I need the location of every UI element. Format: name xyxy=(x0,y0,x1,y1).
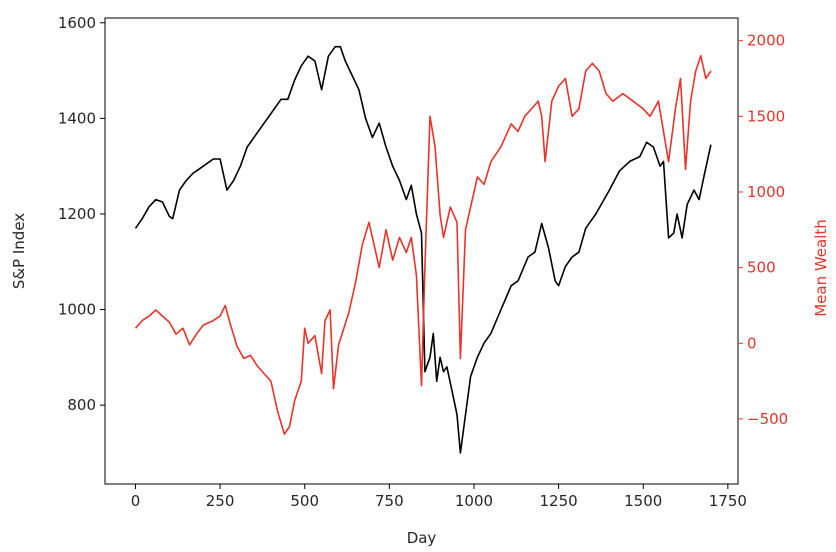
left-y-tick-label: 800 xyxy=(67,396,96,414)
mean-wealth-line xyxy=(134,54,712,435)
series-layer xyxy=(134,45,712,454)
right-y-tick-label: 2000 xyxy=(747,32,785,50)
left-y-tick-label: 1400 xyxy=(58,109,96,127)
x-tick-label: 1250 xyxy=(539,492,577,510)
left-y-tick-label: 1000 xyxy=(58,301,96,319)
sp-index-line xyxy=(134,45,712,454)
x-tick-label: 0 xyxy=(131,492,141,510)
right-y-tick-label: 1500 xyxy=(747,107,785,125)
x-tick-label: 1000 xyxy=(455,492,493,510)
left-y-axis-title: S&P Index xyxy=(10,213,28,289)
left-y-axis-ticks: 800 1000 1200 1400 1600 xyxy=(58,14,105,414)
x-tick-label: 1500 xyxy=(624,492,662,510)
left-y-tick-label: 1200 xyxy=(58,205,96,223)
right-y-tick-label: 1000 xyxy=(747,183,785,201)
x-axis-title: Day xyxy=(407,529,437,547)
right-y-tick-label: 0 xyxy=(747,334,757,352)
left-y-tick-label: 1600 xyxy=(58,14,96,32)
x-tick-label: 1750 xyxy=(709,492,747,510)
x-tick-label: 250 xyxy=(206,492,235,510)
right-y-axis-ticks: −500 0 500 1000 1500 2000 xyxy=(738,32,788,428)
right-y-tick-label: −500 xyxy=(747,410,788,428)
right-y-axis-title: Mean Wealth xyxy=(812,219,830,317)
x-tick-label: 750 xyxy=(375,492,404,510)
plot-frame xyxy=(104,17,739,485)
x-axis-ticks: 0 250 500 750 1000 1250 1500 1750 xyxy=(131,484,747,510)
right-y-tick-label: 500 xyxy=(747,259,776,277)
x-tick-label: 500 xyxy=(290,492,319,510)
